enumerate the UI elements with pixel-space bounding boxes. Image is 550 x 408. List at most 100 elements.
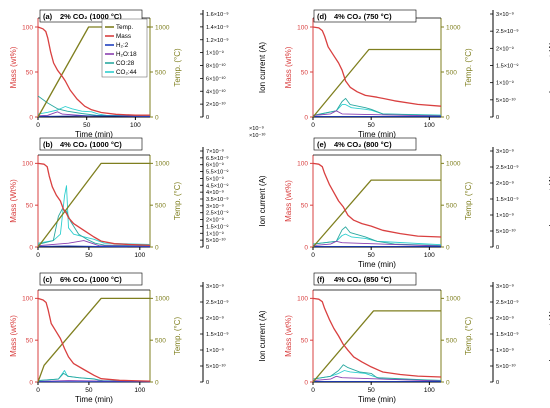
- ion-tick-label: 4.5×10⁻⁹: [206, 182, 229, 189]
- series-line-co2: [37, 106, 151, 117]
- ion-tick-label: 0: [496, 245, 499, 251]
- ion-current-axis-title: Ion current (A): [548, 310, 550, 361]
- x-tick-label: 0: [36, 387, 40, 394]
- series-line-h2o: [312, 240, 442, 247]
- series-line-mass: [312, 26, 442, 107]
- temp-axis-title: Temp. (°C): [173, 182, 182, 221]
- panel-title-box: [39, 272, 143, 286]
- left-tick-label: 0: [29, 379, 33, 386]
- x-tick-label: 100: [134, 387, 145, 394]
- series-line-co2: [37, 185, 151, 245]
- ion-tick-label: 1.5×10⁻⁹: [496, 196, 519, 203]
- panel-label: (a): [43, 12, 53, 21]
- right-tick-label: 500: [155, 202, 166, 209]
- ion-tick-label: 5×10⁻¹⁰: [496, 228, 516, 235]
- right-tick-label: 0: [155, 244, 159, 251]
- right-tick-label: 1000: [446, 24, 461, 31]
- x-tick-label: 0: [36, 252, 40, 259]
- series-line-mass: [37, 26, 150, 116]
- panel-label: (d): [317, 12, 327, 21]
- ion-tick-label: 2.5×10⁻⁹: [496, 164, 519, 171]
- x-tick-label: 100: [424, 252, 435, 259]
- ion-tick-label: 5×10⁻¹⁰: [496, 363, 516, 370]
- ion-tick-label: 0: [206, 380, 209, 386]
- right-tick-label: 1000: [446, 296, 461, 303]
- panel-condition: 2% CO₂ (1000 °C): [60, 12, 122, 21]
- right-tick-label: 500: [446, 202, 457, 209]
- ion-tick-label: 1.6×10⁻⁹: [206, 11, 229, 18]
- mass-axis-title: Mass (wt%): [284, 315, 293, 357]
- left-tick-label: 50: [26, 202, 34, 209]
- series-line-h2o: [312, 110, 442, 117]
- x-tick-label: 0: [311, 122, 315, 129]
- legend-entry: Mass: [116, 33, 131, 40]
- series-line-h2o: [312, 375, 442, 382]
- ion-tick-label: 5×10⁻¹⁰: [206, 363, 226, 370]
- left-tick-label: 0: [304, 244, 308, 251]
- ion-tick-label: 2×10⁻⁹: [496, 180, 515, 187]
- panel-title-box: [313, 137, 417, 151]
- x-axis-title: Time (min): [358, 130, 396, 139]
- ion-tick-label: 2.5×10⁻⁹: [496, 28, 519, 35]
- temp-axis-title: Temp. (°C): [464, 48, 473, 87]
- ion-tick-label: 1×10⁻⁹: [206, 230, 225, 237]
- ion-tick-label: 1×10⁻⁹: [496, 212, 515, 219]
- ion-tick-label: 1.4×10⁻⁹: [206, 24, 229, 31]
- ion-tick-label: 1.2×10⁻⁹: [206, 37, 229, 44]
- panel-title-box: [313, 272, 417, 286]
- left-tick-label: 100: [297, 161, 308, 168]
- ion-tick-label: 2×10⁻⁹: [206, 217, 225, 224]
- panel-label: (b): [43, 140, 53, 149]
- left-tick-label: 100: [297, 296, 308, 303]
- ion-tick-label: 2×10⁻⁹: [206, 315, 225, 322]
- ion-tick-label: 1.5×10⁻⁹: [206, 223, 229, 230]
- x-tick-label: 100: [424, 122, 435, 129]
- panel-label: (e): [317, 140, 327, 149]
- temp-axis-title: Temp. (°C): [173, 317, 182, 356]
- right-tick-label: 500: [155, 69, 166, 76]
- ion-current-axis-title: Ion current (A): [548, 175, 550, 226]
- x-axis-title: Time (min): [75, 395, 113, 404]
- series-line-h2: [37, 115, 151, 117]
- x-tick-label: 50: [368, 252, 376, 259]
- series-line-co: [312, 364, 442, 382]
- x-tick-label: 50: [368, 387, 376, 394]
- mass-axis-title: Mass (wt%): [9, 315, 18, 357]
- x-tick-label: 0: [36, 122, 40, 129]
- left-tick-label: 100: [22, 296, 33, 303]
- x-tick-label: 50: [83, 122, 91, 129]
- temp-axis-title: Temp. (°C): [173, 48, 182, 87]
- series-line-co: [312, 226, 442, 247]
- ion-tick-label: 0: [496, 115, 499, 121]
- ion-tick-label: 4×10⁻¹⁰: [206, 88, 226, 95]
- ion-tick-label: 3×10⁻⁹: [206, 283, 225, 290]
- panel-condition: 6% CO₂ (1000 °C): [60, 275, 122, 284]
- ion-tick-label: 6.5×10⁻⁹: [206, 155, 229, 162]
- right-tick-label: 0: [446, 379, 450, 386]
- left-tick-label: 50: [301, 337, 309, 344]
- ion-tick-label: 2.5×10⁻⁹: [496, 299, 519, 306]
- series-line-mass: [312, 297, 442, 378]
- mass-axis-title: Mass (wt%): [284, 46, 293, 88]
- mass-axis-title: Mass (wt%): [9, 46, 18, 88]
- x-tick-label: 50: [368, 122, 376, 129]
- x-tick-label: 100: [134, 252, 145, 259]
- series-line-temp: [37, 162, 150, 248]
- ion-tick-label: 1×10⁻⁹: [206, 347, 225, 354]
- panel-condition: 4% CO₂ (850 °C): [334, 275, 392, 284]
- right-tick-label: 1000: [155, 161, 170, 168]
- ion-tick-label: 2.5×10⁻⁹: [206, 210, 229, 217]
- ion-current-axis-title: Ion current (A): [548, 42, 550, 93]
- mass-axis-title: Mass (Wt%): [9, 179, 18, 223]
- ion-tick-label: 2×10⁻⁹: [496, 45, 515, 52]
- ion-tick-label: 8×10⁻¹⁰: [206, 63, 226, 70]
- legend-entry: H₂O:18: [116, 51, 137, 58]
- panel-title-box: [39, 137, 143, 151]
- ion-tick-label: 2×10⁻⁹: [496, 315, 515, 322]
- left-tick-label: 50: [301, 69, 309, 76]
